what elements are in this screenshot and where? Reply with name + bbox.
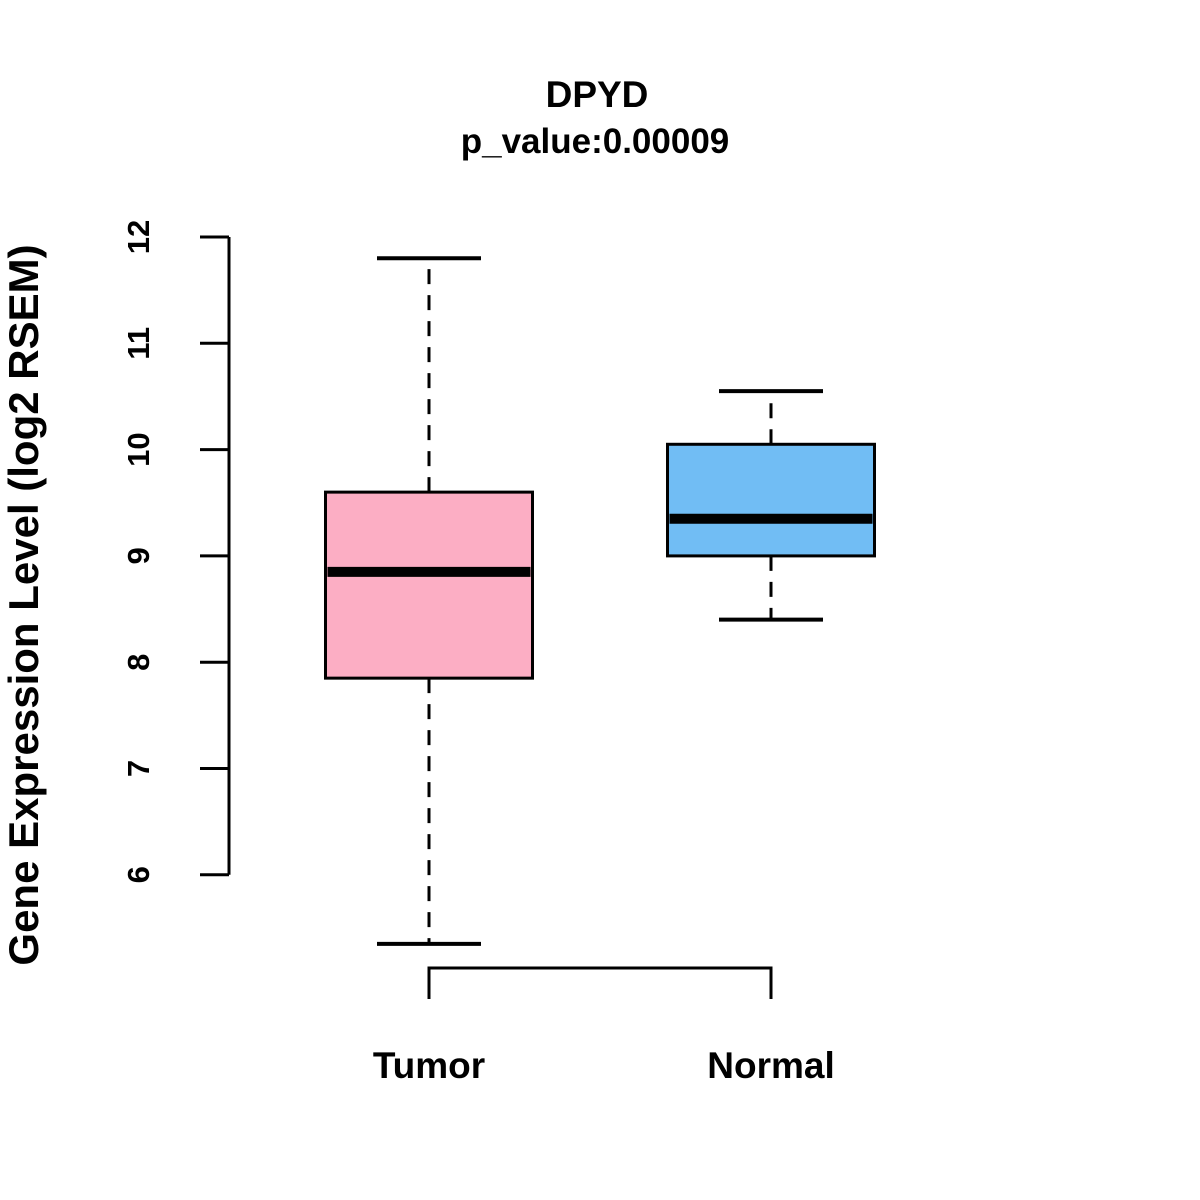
y-axis-tick-label: 8: [121, 654, 156, 671]
plot-area: 6 7 8 9 10 11 12 Tumor Normal: [121, 220, 876, 1086]
comparison-bracket: [427, 966, 773, 999]
x-axis-label-tumor: Tumor: [373, 1045, 485, 1086]
y-axis-tick-label: 10: [121, 432, 156, 466]
iqr-box-tumor: [324, 490, 534, 680]
y-axis-tick-label: 7: [121, 760, 156, 777]
y-axis-tick-label: 9: [121, 547, 156, 564]
y-axis-tick-label: 6: [121, 866, 156, 883]
y-axis-tick-label: 12: [121, 220, 156, 254]
chart-title: DPYD: [546, 74, 649, 115]
chart-subtitle: p_value:0.00009: [461, 122, 730, 161]
iqr-box-normal: [666, 442, 876, 558]
y-axis-title: Gene Expression Level (log2 RSEM): [0, 244, 47, 965]
y-axis-tick-label: 11: [121, 327, 156, 360]
x-axis-label-normal: Normal: [707, 1045, 834, 1086]
